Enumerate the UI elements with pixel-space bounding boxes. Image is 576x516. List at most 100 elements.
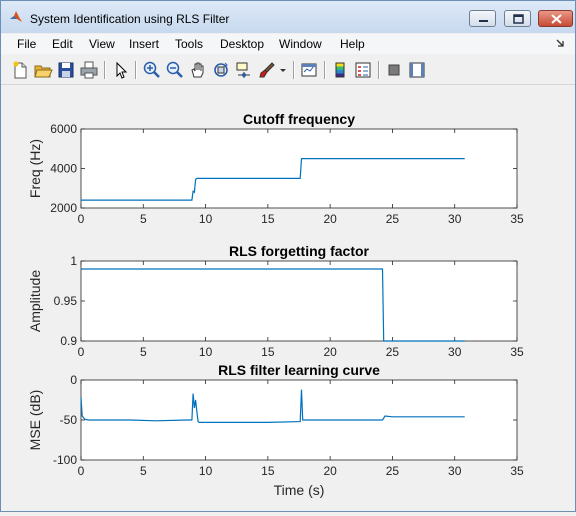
zoom-out-icon bbox=[166, 61, 183, 78]
show-plot-tools-button[interactable] bbox=[407, 60, 427, 80]
x-tick-label: 10 bbox=[199, 212, 213, 226]
matlab-logo-icon bbox=[10, 11, 22, 22]
rotate-3d-button[interactable] bbox=[211, 60, 231, 80]
brush-icon bbox=[259, 62, 275, 78]
y-tick-label: 0 bbox=[70, 373, 77, 387]
toolbar-separator bbox=[378, 61, 380, 79]
plot-area-1 bbox=[80, 128, 518, 209]
x-tick-label: 10 bbox=[199, 345, 213, 359]
x-tick-label: 35 bbox=[510, 464, 524, 478]
x-axis-label: Time (s) bbox=[274, 482, 325, 498]
x-tick-label: 25 bbox=[386, 345, 400, 359]
close-icon bbox=[551, 14, 562, 24]
insert-legend-button[interactable] bbox=[353, 60, 373, 80]
minimize-icon bbox=[479, 20, 488, 22]
y-axis-label: Freq (Hz) bbox=[27, 139, 43, 198]
hide-plot-tools-button[interactable] bbox=[384, 60, 404, 80]
insert-colorbar-button[interactable] bbox=[330, 60, 350, 80]
x-tick-label: 15 bbox=[261, 212, 275, 226]
open-file-icon bbox=[34, 65, 53, 78]
menu-file[interactable]: File bbox=[17, 37, 37, 51]
chart-title: RLS forgetting factor bbox=[229, 243, 370, 259]
save-icon bbox=[58, 62, 74, 78]
zoom-in-button[interactable] bbox=[142, 60, 162, 80]
x-tick-label: 30 bbox=[448, 212, 462, 226]
menu-tools[interactable]: Tools bbox=[175, 37, 204, 51]
data-cursor-icon bbox=[236, 62, 250, 78]
x-tick-label: 35 bbox=[510, 345, 524, 359]
toolbar-separator bbox=[293, 61, 295, 79]
menu-insert[interactable]: Insert bbox=[129, 37, 160, 51]
menu-window[interactable]: Window bbox=[279, 37, 322, 51]
menu-bar: File Edit View Insert Tools Desktop Wind… bbox=[1, 34, 575, 54]
series-line bbox=[80, 389, 465, 423]
y-tick-label: -100 bbox=[53, 453, 77, 467]
save-button[interactable] bbox=[56, 60, 76, 80]
x-tick-label: 30 bbox=[448, 345, 462, 359]
y-tick-label: 4000 bbox=[50, 162, 77, 176]
y-tick-label: 0.9 bbox=[60, 334, 77, 348]
maximize-button[interactable] bbox=[504, 10, 531, 27]
x-tick-label: 20 bbox=[323, 345, 337, 359]
hide-plot-tools-icon bbox=[388, 64, 400, 76]
open-file-button[interactable] bbox=[33, 60, 53, 80]
menu-view[interactable]: View bbox=[89, 37, 115, 51]
pan-button[interactable] bbox=[188, 60, 208, 80]
link-plot-icon bbox=[301, 63, 317, 77]
x-tick-label: 20 bbox=[323, 464, 337, 478]
x-tick-label: 25 bbox=[386, 212, 400, 226]
y-tick-label: 6000 bbox=[50, 122, 77, 136]
link-plot-button[interactable] bbox=[299, 60, 319, 80]
toolbar-separator bbox=[135, 61, 137, 79]
x-tick-label: 15 bbox=[261, 345, 275, 359]
x-tick-label: 20 bbox=[323, 212, 337, 226]
x-tick-label: 35 bbox=[510, 212, 524, 226]
y-axis-label: Amplitude bbox=[27, 270, 43, 332]
menu-help[interactable]: Help bbox=[340, 37, 365, 51]
window-title: System Identification using RLS Filter bbox=[30, 12, 230, 26]
figure-toolbar bbox=[1, 56, 575, 85]
menu-edit[interactable]: Edit bbox=[52, 37, 73, 51]
chart-title: Cutoff frequency bbox=[243, 111, 355, 127]
x-tick-label: 0 bbox=[78, 345, 85, 359]
series-line bbox=[81, 157, 465, 201]
figure-canvas: 0 5 10 15 20 25 30 35 2000 4000 6000 Cutoff frequen… bbox=[1, 85, 575, 511]
zoom-in-icon bbox=[143, 61, 160, 78]
menu-desktop[interactable]: Desktop bbox=[220, 37, 265, 51]
y-tick-label: 2000 bbox=[50, 201, 77, 215]
data-cursor-button[interactable] bbox=[234, 60, 254, 80]
brush-button[interactable] bbox=[257, 60, 277, 80]
x-tick-label: 0 bbox=[78, 464, 85, 478]
new-figure-icon bbox=[13, 61, 27, 79]
title-bar[interactable]: System Identification using RLS Filter bbox=[1, 1, 575, 33]
plot-area-3 bbox=[80, 379, 518, 461]
x-tick-label: 25 bbox=[386, 464, 400, 478]
dock-arrow-icon[interactable] bbox=[555, 38, 565, 48]
y-tick-label: 1 bbox=[70, 254, 77, 268]
chevron-down-icon bbox=[280, 69, 286, 72]
print-button[interactable] bbox=[79, 60, 99, 80]
toolbar-separator bbox=[104, 61, 106, 79]
print-icon bbox=[80, 61, 98, 79]
x-tick-label: 5 bbox=[140, 464, 147, 478]
maximize-icon bbox=[513, 14, 524, 24]
y-axis-label: MSE (dB) bbox=[27, 390, 43, 451]
insert-legend-icon bbox=[355, 62, 371, 78]
x-tick-label: 10 bbox=[199, 464, 213, 478]
y-tick-label: 0.95 bbox=[54, 294, 78, 308]
pan-icon bbox=[191, 62, 204, 78]
y-tick-label: -50 bbox=[60, 413, 78, 427]
brush-dropdown[interactable] bbox=[278, 60, 288, 80]
series-line bbox=[81, 268, 465, 342]
new-figure-button[interactable] bbox=[10, 60, 30, 80]
edit-plot-button[interactable] bbox=[111, 60, 131, 80]
x-tick-label: 0 bbox=[78, 212, 85, 226]
zoom-out-button[interactable] bbox=[165, 60, 185, 80]
close-button[interactable] bbox=[538, 10, 573, 27]
x-tick-label: 5 bbox=[140, 212, 147, 226]
x-tick-label: 30 bbox=[448, 464, 462, 478]
rotate-3d-icon bbox=[214, 62, 228, 77]
minimize-button[interactable] bbox=[469, 10, 496, 27]
